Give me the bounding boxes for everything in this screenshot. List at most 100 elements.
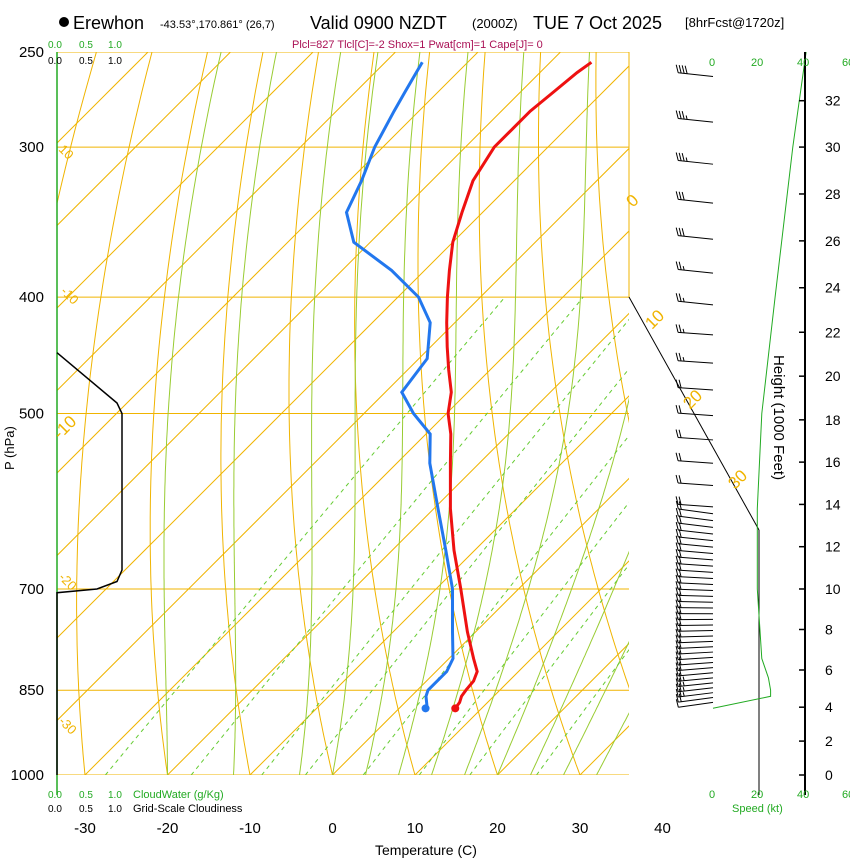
speed-axis-label: Speed (kt)	[732, 803, 783, 815]
pressure-tick-700: 700	[19, 581, 44, 598]
height-tick-32: 32	[825, 93, 841, 109]
height-tick-28: 28	[825, 186, 841, 202]
pressure-tick-850: 850	[19, 682, 44, 699]
moist-adiabat-0	[332, 52, 379, 775]
isotherm--20	[167, 312, 629, 775]
wind-barb	[675, 379, 714, 391]
pressure-tick-500: 500	[19, 406, 44, 423]
forecast-date: TUE 7 Oct 2025	[533, 13, 662, 33]
wind-barb	[675, 640, 714, 649]
wind-barb	[675, 699, 714, 708]
pressure-tick-250: 250	[19, 44, 44, 61]
mixing-ratio-1	[190, 296, 584, 775]
dry-adiabat-label--30: -30	[56, 714, 80, 738]
wind-barbs	[675, 51, 807, 709]
moist-adiabat-24	[530, 550, 629, 775]
dewpoint-surface-point	[421, 704, 430, 713]
isotherm--70	[57, 52, 479, 474]
mixing-ratio-label-8: 8	[424, 777, 439, 792]
height-tick-18: 18	[825, 412, 841, 428]
cloud-scale-top: 0.0 0.5 1.0 0.0 0.5 1.0	[48, 40, 122, 67]
wind-speed-scale-top: 0 20 40 60	[709, 57, 850, 69]
wind-barb	[675, 683, 714, 693]
moist-adiabat--20	[163, 52, 222, 775]
isotherm-label-30: 30	[724, 466, 751, 493]
cloudwater-tick-top-2: 1.0	[108, 40, 122, 51]
dry-adiabat-50	[595, 52, 629, 424]
station-bullet-icon	[59, 17, 69, 27]
dry-adiabat--30	[76, 52, 153, 775]
moist-adiabat-20	[497, 397, 629, 775]
cloudwater-tick-bottom-2: 1.0	[108, 790, 122, 801]
temperature-tick-30: 30	[572, 820, 589, 837]
temperature-tick-40: 40	[654, 820, 671, 837]
height-tick-22: 22	[825, 324, 841, 340]
cloudiness-tick-top-1: 0.5	[79, 56, 93, 67]
wind-barb	[675, 678, 714, 688]
wind-barb	[675, 628, 714, 638]
temperature-tick--10: -10	[239, 820, 261, 837]
wind-barb	[675, 611, 714, 621]
isotherm-label-0: 0	[622, 191, 642, 211]
temperature-tick-0: 0	[328, 820, 336, 837]
mixing-ratio-label-3: 3	[310, 777, 325, 792]
wind-barb	[675, 656, 714, 666]
speed-tick-top-3: 60	[842, 57, 850, 69]
isotherm-label-20: 20	[679, 386, 706, 413]
wind-barb	[675, 587, 714, 597]
temperature-tick--30: -30	[74, 820, 96, 837]
height-tick-16: 16	[825, 454, 841, 470]
speed-tick-bottom-3: 60	[842, 789, 850, 801]
wind-barb	[675, 667, 714, 677]
wind-barb	[675, 293, 714, 306]
speed-tick-bottom-2: 40	[797, 789, 809, 801]
mixing-ratio-3	[305, 367, 629, 775]
isotherm--40	[57, 147, 629, 722]
wind-barb	[675, 508, 714, 522]
wind-barb	[675, 651, 714, 661]
cloudwater-tick-bottom-0: 0.0	[48, 790, 62, 801]
wind-barb	[675, 688, 714, 698]
wind-barb	[675, 599, 714, 609]
height-tick-20: 20	[825, 368, 841, 384]
wind-barb	[675, 64, 714, 77]
station-location: -43.53°,170.861° (26,7)	[160, 19, 275, 31]
wind-barb	[675, 500, 714, 515]
temperature-axis: -30 -20 -10 0 10 20 30 40	[74, 820, 671, 837]
moist-adiabat-36	[630, 52, 850, 775]
mixing-ratio-label-20: 20	[540, 773, 560, 793]
cloudiness-legend: Grid-Scale Cloudiness	[133, 803, 243, 815]
isotherm--50	[57, 65, 629, 639]
valid-time: Valid 0900 NZDT	[310, 13, 447, 33]
moist-adiabat-4	[365, 52, 421, 775]
utc-time: (2000Z)	[472, 16, 518, 31]
isotherm--10	[249, 395, 629, 775]
cloudiness-tick-top-2: 1.0	[108, 56, 122, 67]
mixing-ratio-8	[418, 501, 629, 775]
mixing-ratio-label-2: 2	[267, 777, 282, 792]
wind-barb	[675, 152, 714, 165]
wind-barb	[675, 515, 714, 528]
height-axis-label: Height (1000 Feet)	[770, 355, 787, 480]
moist-adiabat-32	[596, 712, 629, 775]
cloudiness-tick-bottom-0: 0.0	[48, 804, 62, 815]
wind-barb	[675, 623, 714, 632]
cloudwater-tick-top-1: 0.5	[79, 40, 93, 51]
pressure-tick-1000: 1000	[11, 767, 44, 784]
height-tick-8: 8	[825, 621, 833, 637]
wind-barb	[675, 191, 714, 204]
wind-barb	[675, 261, 714, 274]
dry-adiabat--20	[149, 52, 209, 775]
isotherm--100	[57, 52, 231, 227]
moist-adiabat-8	[398, 52, 469, 775]
moist-adiabat--4	[299, 52, 342, 775]
mixing-ratio-label-12: 12	[474, 773, 494, 793]
cloudiness-line	[56, 352, 123, 775]
station-name: Erewhon	[73, 13, 144, 33]
moist-adiabat--12	[233, 52, 277, 775]
cloudiness-layer	[56, 352, 123, 775]
dry-adiabat-20	[417, 52, 498, 775]
mixing-ratio-20	[536, 649, 629, 775]
isotherm-40	[663, 52, 850, 775]
